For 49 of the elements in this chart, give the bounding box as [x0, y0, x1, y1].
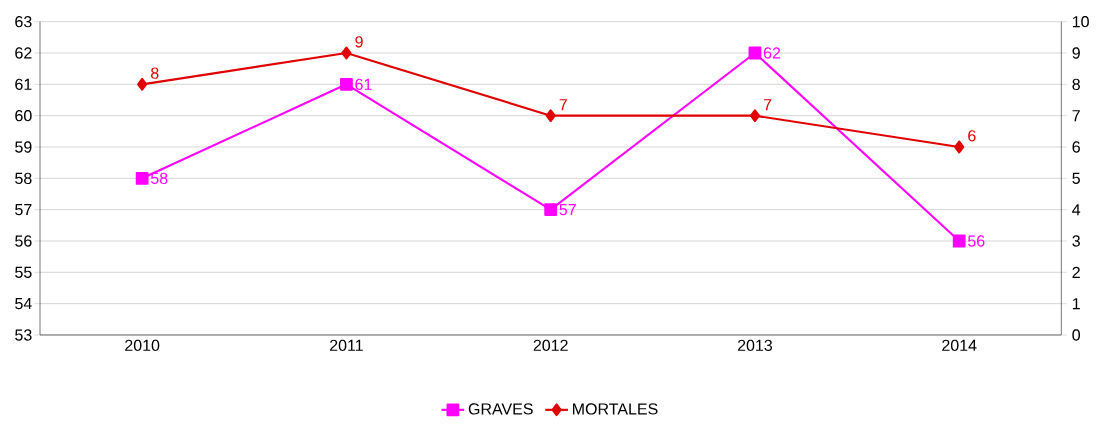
- data-label: 7: [763, 99, 772, 111]
- y2-tick-label: 2: [1072, 266, 1080, 278]
- point: [137, 77, 148, 91]
- y-tick-label: 63: [15, 16, 32, 28]
- y-tick-label: 57: [15, 204, 32, 216]
- point: [954, 140, 965, 154]
- legend-label: MORTALES: [573, 403, 658, 415]
- data-label: 8: [151, 67, 159, 79]
- x-tick-label: 2011: [330, 339, 363, 352]
- y-tick-label: 59: [15, 141, 32, 153]
- y2-tick-label: 1: [1072, 298, 1080, 310]
- point: [341, 46, 352, 60]
- point: [748, 46, 762, 60]
- y-tick-label: 53: [15, 329, 32, 341]
- data-label: 6: [968, 130, 976, 142]
- x-tick-label: 2013: [737, 339, 773, 352]
- y-tick-label: 62: [15, 47, 32, 59]
- y2-tick-label: 3: [1072, 235, 1080, 247]
- point: [544, 203, 558, 217]
- data-label: 7: [559, 99, 567, 111]
- y2-tick-label: 9: [1072, 47, 1080, 59]
- data-label: 9: [355, 36, 363, 48]
- y-tick-label: 58: [15, 172, 32, 184]
- legend-label: GRAVES: [468, 403, 533, 415]
- point: [749, 109, 761, 123]
- data-label: 61: [355, 78, 372, 90]
- x-tick-label: 2014: [942, 339, 977, 352]
- x-tick-label: 2012: [533, 339, 568, 352]
- y-tick-label: 54: [15, 298, 32, 310]
- y2-tick-label: 0: [1072, 329, 1081, 341]
- point: [952, 234, 966, 248]
- y2-tick-label: 10: [1072, 16, 1089, 28]
- x-tick-label: 2010: [125, 339, 160, 352]
- point: [340, 77, 353, 91]
- y2-tick-label: 6: [1072, 141, 1080, 153]
- y-tick-label: 55: [15, 266, 32, 278]
- data-label: 62: [763, 47, 781, 59]
- y2-tick-label: 8: [1072, 78, 1080, 90]
- y-tick-label: 60: [15, 110, 32, 122]
- y2-tick-label: 4: [1072, 204, 1081, 216]
- point: [135, 171, 149, 185]
- y2-tick-label: 7: [1072, 110, 1080, 122]
- data-label: 58: [150, 172, 168, 184]
- y2-tick-label: 5: [1072, 172, 1080, 184]
- y-tick-label: 61: [15, 78, 32, 90]
- y-tick-label: 56: [15, 235, 32, 247]
- data-label: 57: [559, 204, 576, 216]
- point: [545, 109, 556, 123]
- data-label: 56: [968, 235, 985, 247]
